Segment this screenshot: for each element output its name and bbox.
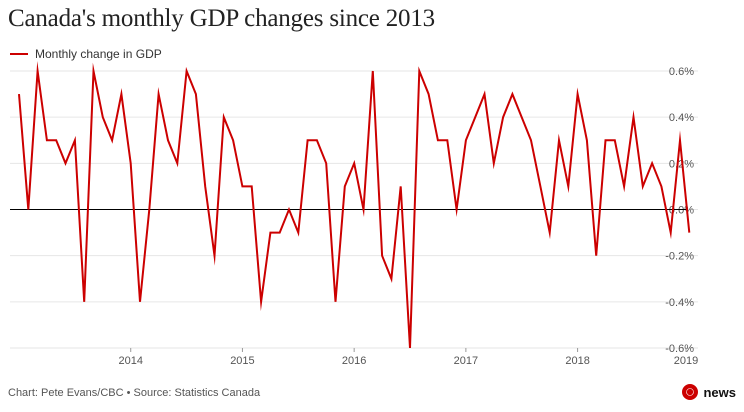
legend-label: Monthly change in GDP xyxy=(35,47,162,61)
y-tick-label: 0.4% xyxy=(669,112,694,124)
chart-title: Canada's monthly GDP changes since 2013 xyxy=(8,5,435,32)
x-tick-label: 2014 xyxy=(118,355,142,367)
y-tick-label: -0.4% xyxy=(665,297,694,309)
cbc-gem-icon xyxy=(682,384,699,400)
x-tick-label: 2015 xyxy=(230,355,254,367)
y-tick-label: -0.6% xyxy=(665,343,694,355)
y-tick-label: -0.2% xyxy=(665,251,694,263)
y-tick-label: 0.6% xyxy=(669,66,694,78)
chart-credit: Chart: Pete Evans/CBC • Source: Statisti… xyxy=(8,387,261,399)
logo-text: news xyxy=(703,384,736,400)
legend: Monthly change in GDP xyxy=(10,46,162,62)
x-tick-label: 2019 xyxy=(674,355,698,367)
x-tick-label: 2017 xyxy=(454,355,478,367)
series-line-monthly-gdp-change xyxy=(18,61,691,349)
legend-swatch xyxy=(10,53,28,55)
x-tick-label: 2018 xyxy=(565,355,589,367)
cbc-news-logo: news xyxy=(679,381,736,403)
x-tick-label: 2016 xyxy=(342,355,366,367)
